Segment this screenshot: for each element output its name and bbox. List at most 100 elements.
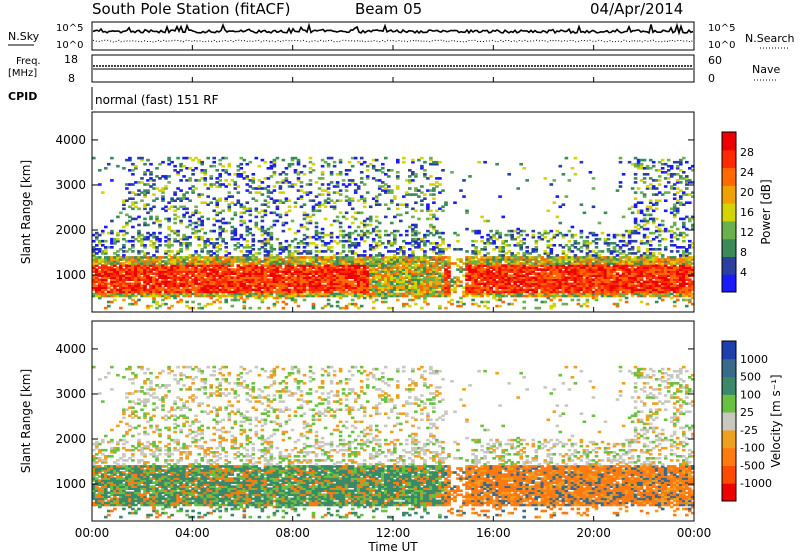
power-cell — [498, 254, 502, 257]
nsky-panel: N.Sky 10^5 10^0 10^5 10^0 N.Search — [8, 22, 795, 51]
power-cell — [486, 307, 490, 310]
power-cell — [212, 165, 216, 168]
power-cell — [231, 305, 235, 308]
power-cell — [381, 242, 385, 245]
power-cell — [477, 230, 481, 233]
power-cell — [387, 208, 391, 211]
power-cell — [483, 161, 487, 164]
power-cell — [267, 206, 271, 209]
power-cell — [107, 256, 111, 259]
power-cell — [501, 301, 505, 304]
power-cell — [456, 234, 460, 237]
power-cell — [119, 307, 123, 310]
power-cell — [327, 191, 331, 194]
power-cell — [330, 181, 334, 184]
power-cell — [532, 234, 536, 237]
power-cell — [101, 191, 105, 194]
power-cell — [432, 197, 436, 200]
power-cell — [303, 299, 307, 302]
power-cell — [179, 179, 183, 182]
power-cell — [601, 250, 605, 253]
power-cell — [179, 220, 183, 223]
power-cell — [348, 256, 352, 259]
power-cell — [224, 299, 228, 302]
power-cell — [285, 246, 289, 249]
power-cell — [122, 244, 126, 247]
power-cell — [408, 169, 412, 172]
freq-right-top: 60 — [708, 54, 722, 67]
power-cell — [224, 230, 228, 233]
power-cell — [243, 305, 247, 308]
power-cell — [107, 301, 111, 304]
power-cell — [137, 299, 141, 302]
power-cell — [194, 250, 198, 253]
power-cell — [107, 163, 111, 166]
power-cell — [586, 299, 590, 302]
power-cell — [345, 218, 349, 221]
power-cell — [212, 224, 216, 227]
power-cell — [538, 307, 542, 310]
power-cell — [414, 210, 418, 213]
power-cell — [580, 230, 584, 233]
power-cell — [179, 169, 183, 172]
power-cell — [441, 189, 445, 192]
power-cell — [285, 197, 289, 200]
power-cell — [336, 181, 340, 184]
power-cell — [255, 222, 259, 225]
freq-right-bottom: 0 — [708, 72, 715, 85]
power-cell — [309, 157, 313, 160]
power-cell — [456, 276, 460, 279]
power-cell — [438, 248, 442, 251]
power-cell — [375, 159, 379, 162]
power-cell — [462, 303, 466, 306]
power-cell — [411, 179, 415, 182]
power-cell — [279, 214, 283, 217]
power-cell — [246, 201, 250, 204]
power-cell — [164, 218, 168, 221]
power-cell — [167, 157, 171, 160]
power-cell — [414, 224, 418, 227]
power-cell — [164, 175, 168, 178]
power-cell — [327, 299, 331, 302]
power-cell — [282, 307, 286, 310]
power-cell — [580, 203, 584, 206]
power-cell — [158, 238, 162, 241]
power-cell — [164, 185, 168, 188]
power-cell — [489, 230, 493, 233]
power-cell — [285, 222, 289, 225]
power-cell — [164, 289, 168, 292]
power-cell — [441, 238, 445, 241]
power-cell — [209, 238, 213, 241]
power-cell — [402, 157, 406, 160]
power-cell — [426, 203, 430, 206]
power-cell — [206, 157, 210, 160]
cpid-label: CPID — [8, 90, 37, 103]
power-cell — [348, 226, 352, 229]
power-cell — [432, 226, 436, 229]
power-cell — [279, 185, 283, 188]
power-cell — [101, 230, 105, 233]
power-cell — [330, 305, 334, 308]
power-cell — [339, 212, 343, 215]
power-cell — [480, 216, 484, 219]
power-cell — [221, 165, 225, 168]
power-cell — [354, 218, 358, 221]
power-cell — [348, 161, 352, 164]
power-cell — [261, 181, 265, 184]
power-cell — [146, 189, 150, 192]
power-cell — [288, 228, 292, 231]
power-cell — [185, 191, 189, 194]
power-cell — [288, 199, 292, 202]
power-cell — [146, 203, 150, 206]
power-cell — [258, 252, 262, 255]
power-cell — [589, 232, 593, 235]
power-cell — [206, 218, 210, 221]
power-cell — [125, 187, 129, 190]
power-cell — [559, 299, 563, 302]
power-cell — [535, 246, 539, 249]
power-cell — [194, 187, 198, 190]
power-cell — [498, 291, 502, 294]
power-cell — [544, 301, 548, 304]
power-cell — [170, 244, 174, 247]
